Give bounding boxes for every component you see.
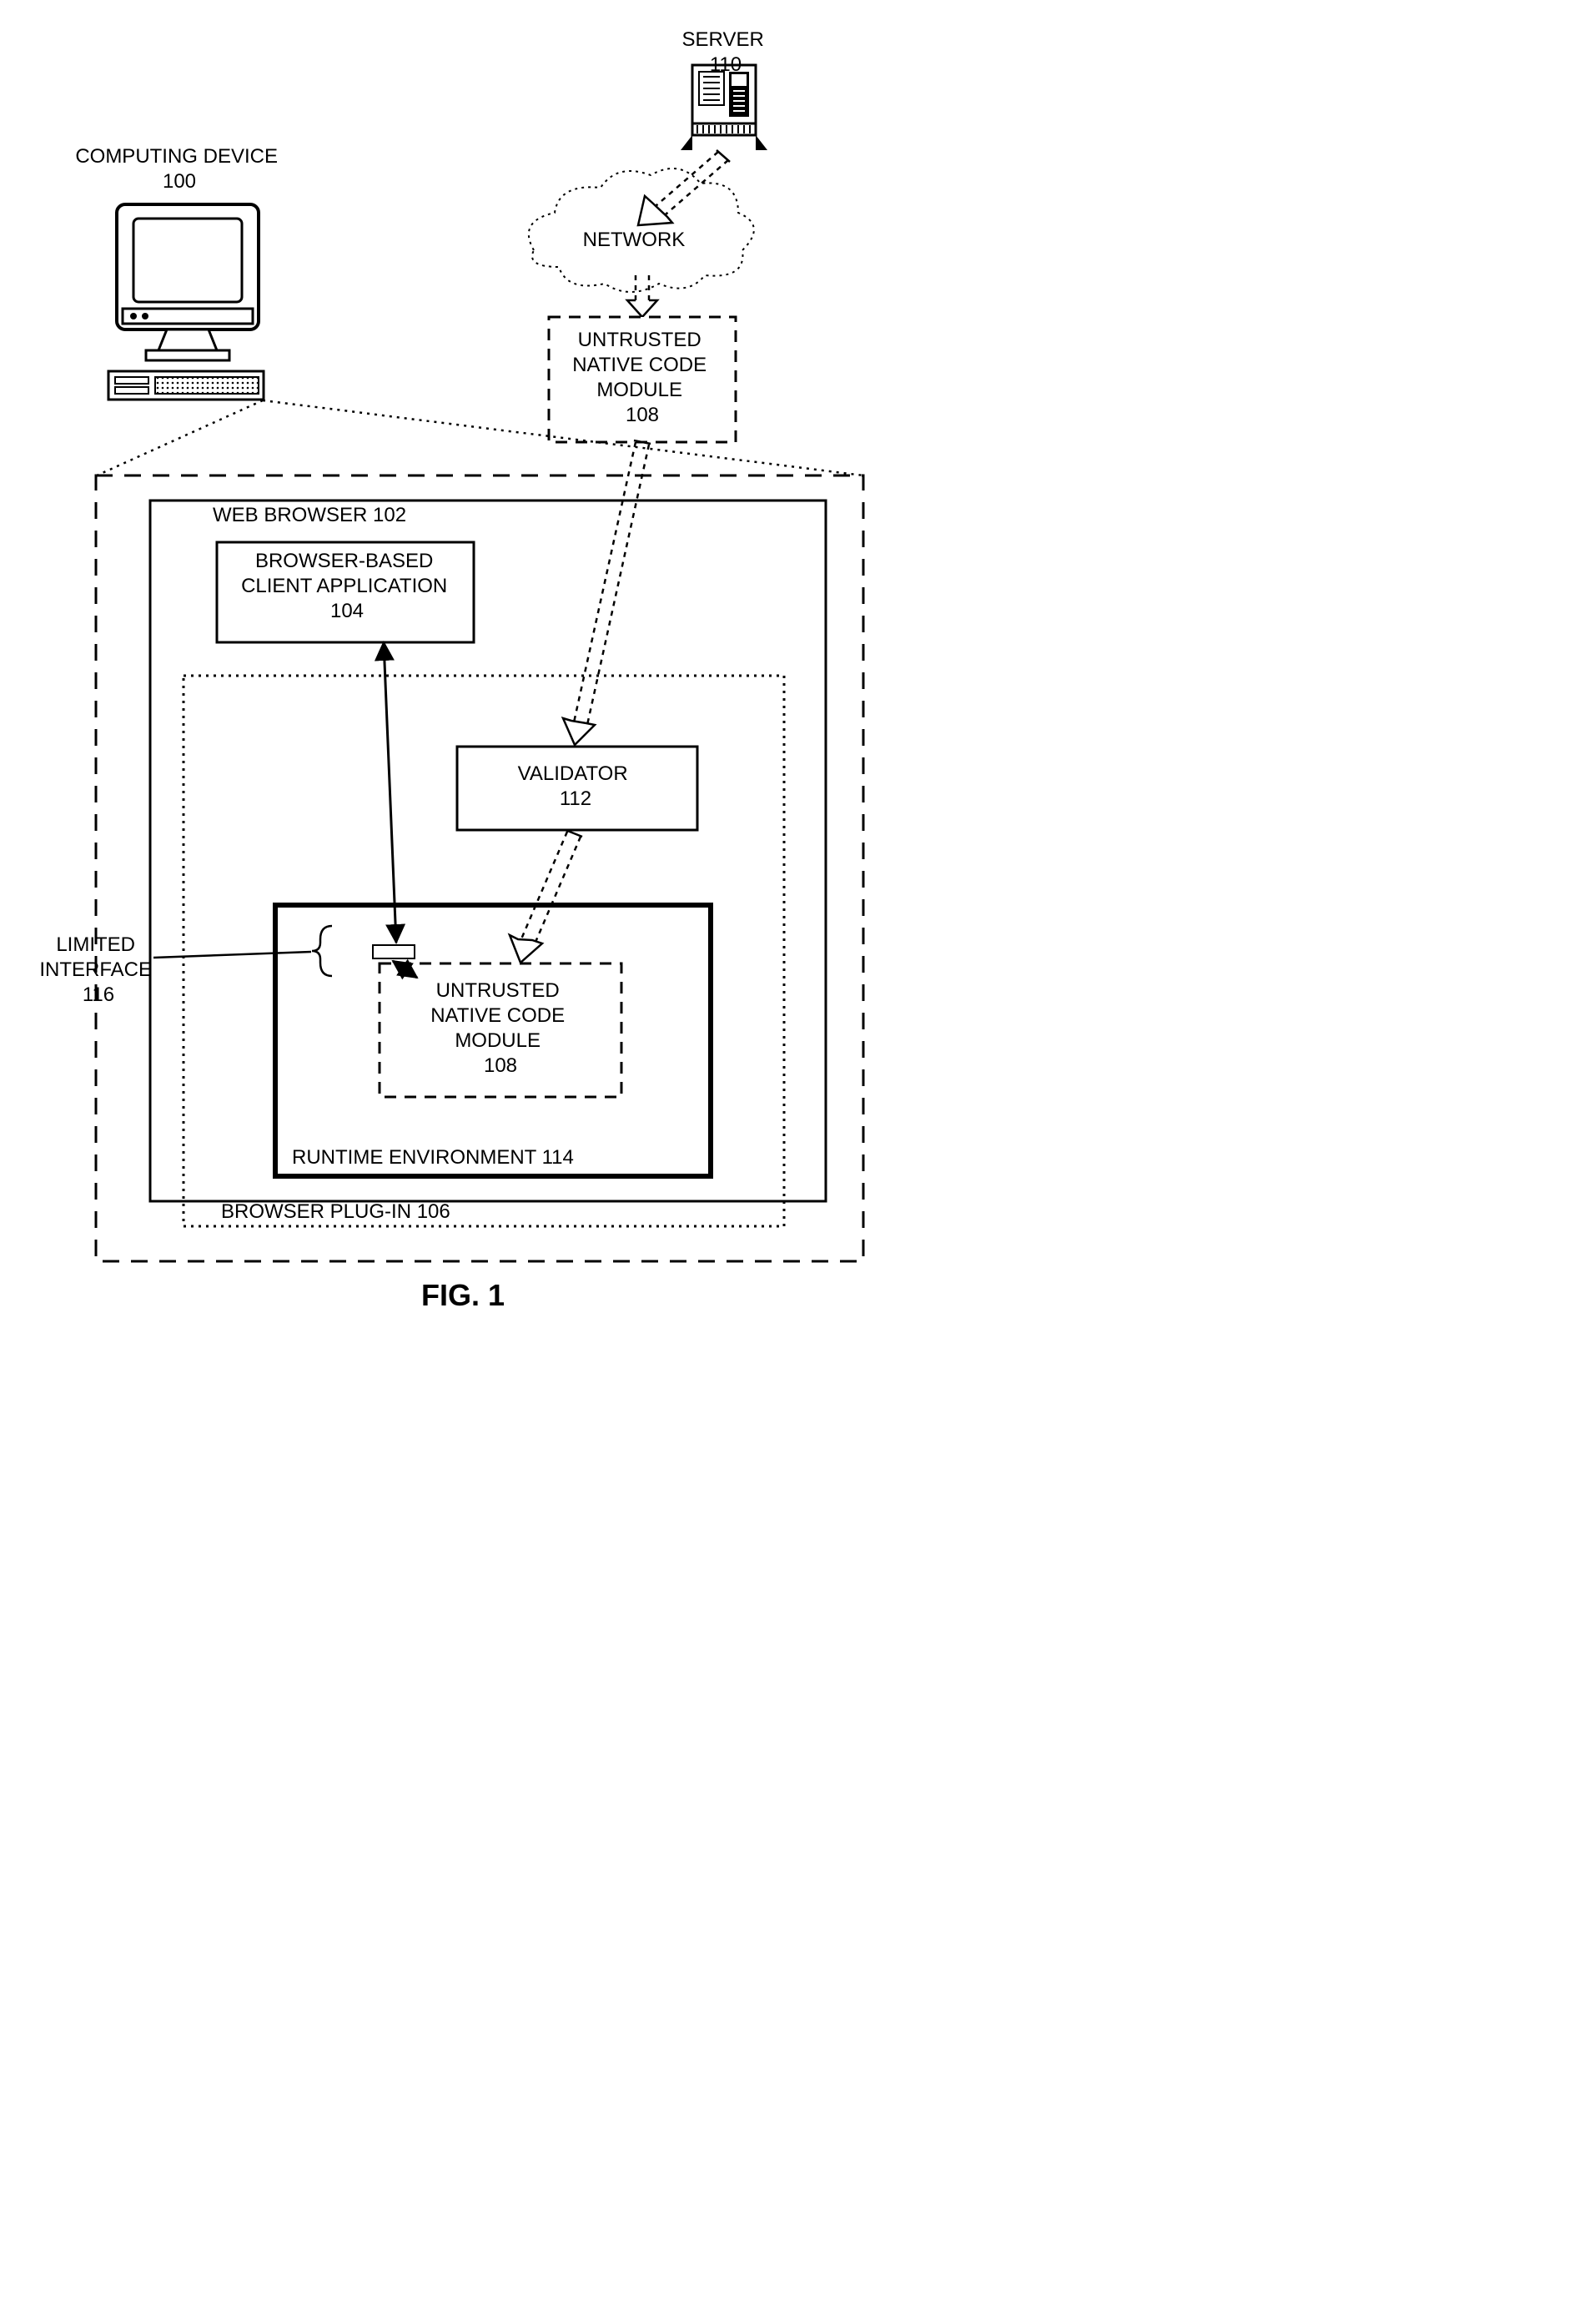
figure-caption: FIG. 1: [421, 1278, 505, 1312]
computer-icon: [108, 204, 264, 400]
limited-interface-label: LIMITED INTERFACE 116: [39, 933, 157, 1006]
computing-device-label: COMPUTING DEVICE 100: [75, 145, 283, 193]
browser-plugin-label: BROWSER PLUG-IN 106: [221, 1200, 450, 1223]
limited-interface-box: [373, 945, 415, 958]
edge-browser-based-limited: [384, 642, 396, 943]
projection-left: [97, 400, 263, 475]
edge-untrusted-top-validator: [563, 440, 651, 745]
network-label: NETWORK: [583, 229, 686, 251]
web-browser-label: WEB BROWSER 102: [213, 504, 406, 526]
server-icon: [681, 65, 767, 150]
runtime-env-label: RUNTIME ENVIRONMENT 114: [292, 1146, 574, 1169]
figure-1-diagram: COMPUTING DEVICE 100: [0, 0, 926, 1358]
